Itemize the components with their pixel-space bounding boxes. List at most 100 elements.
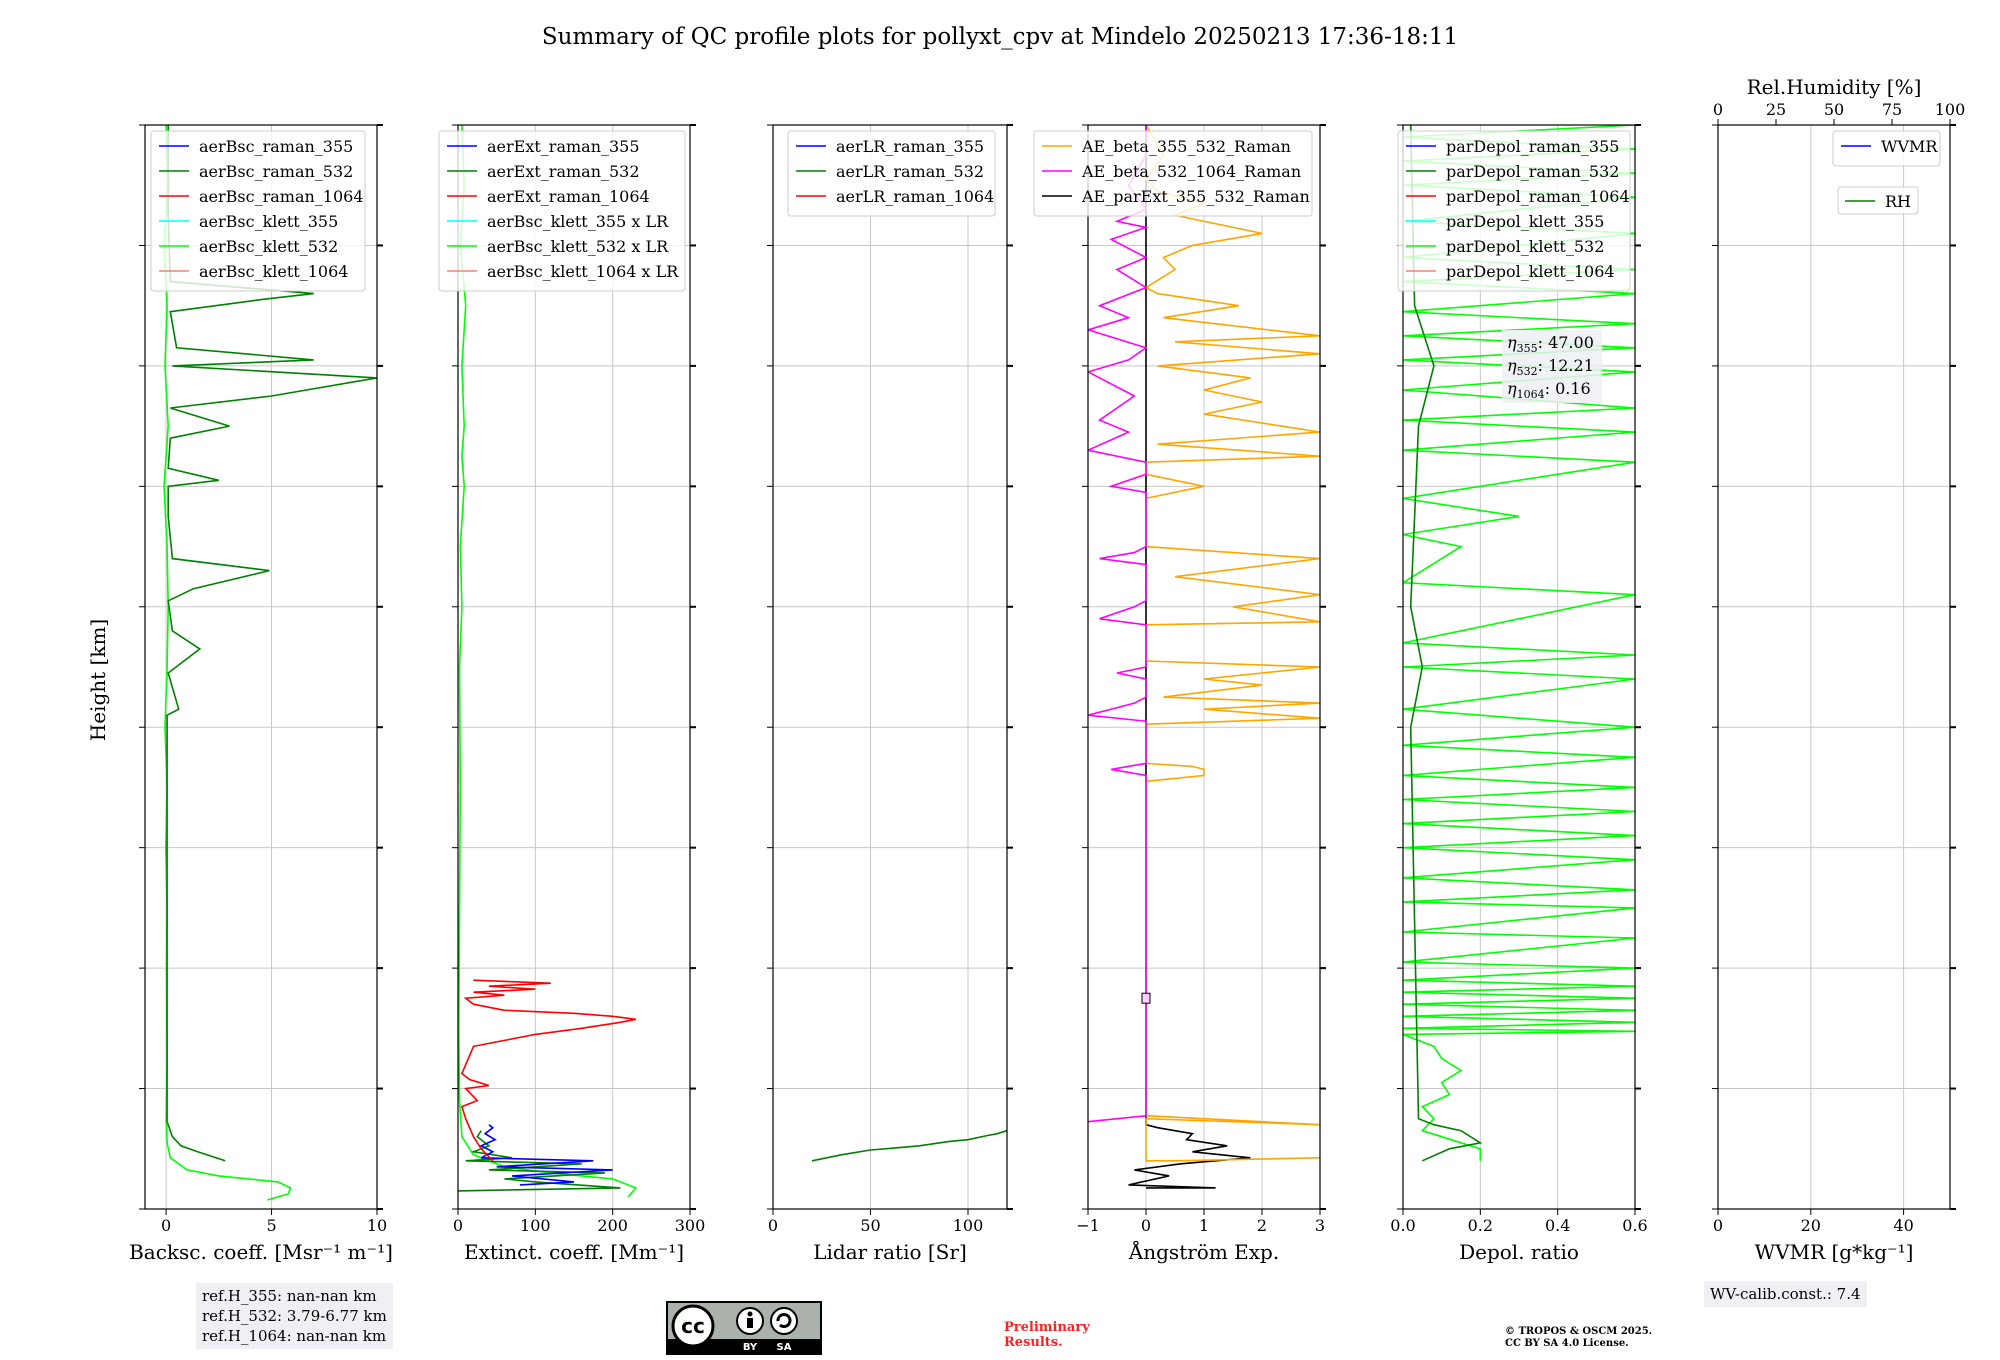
series-group bbox=[458, 125, 638, 1198]
x-tick-label: 50 bbox=[860, 1216, 880, 1235]
x-axis-label: WVMR [g*kg⁻¹] bbox=[1755, 1240, 1914, 1264]
axes-frame bbox=[1717, 124, 1951, 1210]
x2-tick-label: 0 bbox=[1713, 100, 1723, 119]
legend-label: aerBsc_raman_355 bbox=[199, 137, 353, 156]
series-AE_beta_532_1064_Raman bbox=[1088, 125, 1150, 1123]
series-aerBsc_raman_532 bbox=[166, 125, 377, 1162]
x-tick-label: 0.4 bbox=[1545, 1216, 1570, 1235]
x2-tick-label: 50 bbox=[1824, 100, 1844, 119]
y-axis-label: Height [km] bbox=[86, 619, 110, 741]
legend-label: parDepol_klett_1064 bbox=[1446, 262, 1615, 281]
legend-label: aerBsc_klett_532 x LR bbox=[487, 237, 669, 256]
cc-license-icon: cc BY SA bbox=[668, 1304, 820, 1353]
legend: AE_beta_355_532_Raman AE_beta_532_1064_Ra… bbox=[1033, 130, 1313, 217]
figure-title: Summary of QC profile plots for pollyxt_… bbox=[542, 24, 1458, 50]
legend-label: AE_beta_532_1064_Raman bbox=[1081, 162, 1301, 181]
marker-point bbox=[1141, 992, 1151, 1004]
x-axis-label: Lidar ratio [Sr] bbox=[813, 1240, 967, 1264]
x2-axis-label: Rel.Humidity [%] bbox=[1747, 75, 1922, 99]
x-tick-label: 5 bbox=[266, 1216, 276, 1235]
x-tick-label: 0.0 bbox=[1390, 1216, 1415, 1235]
legend-label: parDepol_klett_532 bbox=[1446, 237, 1604, 256]
cc-license-badge: cc BY SA bbox=[666, 1301, 822, 1355]
axes-frame bbox=[457, 124, 691, 1210]
preliminary-note: Preliminary Results. bbox=[1004, 1320, 1090, 1350]
x-tick-label: 300 bbox=[675, 1216, 706, 1235]
legend-box bbox=[150, 130, 366, 292]
series-group bbox=[163, 125, 377, 1201]
series-aerBsc_klett_532 x LR bbox=[458, 125, 638, 1198]
x-tick-label: 200 bbox=[597, 1216, 628, 1235]
ref-height-1064: ref.H_1064: nan-nan km bbox=[202, 1327, 387, 1345]
panel-backscatter: 0 5 10 Backsc. coeff. [Msr⁻¹ m⁻¹] aerBsc_ram… bbox=[129, 124, 393, 1264]
series-parDepol_raman_532 bbox=[1409, 125, 1483, 1162]
x-tick-label: 1 bbox=[1199, 1216, 1209, 1235]
legend-label: aerExt_raman_532 bbox=[487, 162, 640, 181]
panel-angstrom: −1 0 1 2 3 Ångström Exp. AE_beta_355_532_Raman… bbox=[1033, 124, 1326, 1264]
series-AE_beta_355_532_Raman bbox=[1144, 125, 1320, 1162]
x-tick-label: 100 bbox=[520, 1216, 551, 1235]
x-tick-label: 0 bbox=[768, 1216, 778, 1235]
series-aerLR_raman_532 bbox=[811, 1129, 1007, 1162]
legend-label: RH bbox=[1885, 192, 1911, 211]
legend-label: parDepol_klett_355 bbox=[1446, 212, 1604, 231]
panel-extinction: 0 100 200 300 Extinct. coeff. [Mm⁻¹] aerExt_r… bbox=[438, 124, 706, 1264]
x-axis-label: Depol. ratio bbox=[1459, 1240, 1579, 1264]
preliminary-line-2: Results. bbox=[1004, 1335, 1063, 1350]
panel-wvmr: 0 20 40 WVMR [g*kg⁻¹] 0 25 50 75 100 Rel.Humidity… bbox=[1712, 75, 1965, 1264]
legend-label: WVMR bbox=[1881, 137, 1938, 156]
x-axis-label: Extinct. coeff. [Mm⁻¹] bbox=[464, 1240, 684, 1264]
x-tick-label: 0.6 bbox=[1622, 1216, 1647, 1235]
legend: aerExt_raman_355 aerExt_raman_532 aerExt_r… bbox=[438, 130, 686, 292]
preliminary-line-1: Preliminary bbox=[1004, 1320, 1090, 1335]
legend-label: aerLR_raman_532 bbox=[836, 162, 984, 181]
legend-box bbox=[1832, 130, 1941, 167]
series-aerExt_raman_355 bbox=[479, 1124, 613, 1186]
legend-box bbox=[1033, 130, 1313, 217]
x-tick-label: 3 bbox=[1315, 1216, 1325, 1235]
series-aerExt_raman_532 bbox=[458, 1130, 621, 1192]
copyright-line-2: CC BY SA 4.0 License. bbox=[1505, 1338, 1629, 1349]
x2-tick-label: 75 bbox=[1882, 100, 1902, 119]
legend-box bbox=[787, 130, 996, 217]
axes-frame bbox=[144, 124, 378, 1210]
wv-calib-box: WV-calib.const.: 7.4 bbox=[1704, 1281, 1867, 1307]
x2-tick-label: 25 bbox=[1766, 100, 1786, 119]
legend: parDepol_raman_355 parDepol_raman_532 parD… bbox=[1397, 130, 1631, 292]
x-axis-label: Backsc. coeff. [Msr⁻¹ m⁻¹] bbox=[129, 1240, 393, 1264]
cc-text: cc bbox=[681, 1314, 705, 1338]
wv-calib-const: WV-calib.const.: 7.4 bbox=[1710, 1285, 1861, 1303]
series-group bbox=[1403, 125, 1635, 1162]
series-aerExt_raman_1064 bbox=[460, 979, 637, 1162]
eta-box bbox=[1502, 330, 1602, 403]
cc-sa-text: SA bbox=[777, 1342, 792, 1353]
series-group bbox=[811, 1129, 1007, 1162]
legend-label: aerBsc_raman_1064 bbox=[199, 187, 364, 206]
x-tick-label: −1 bbox=[1076, 1216, 1100, 1235]
ref-height-355: ref.H_355: nan-nan km bbox=[202, 1287, 377, 1305]
legend-rh: RH bbox=[1837, 186, 1919, 215]
x-tick-label: 2 bbox=[1257, 1216, 1267, 1235]
legend-label: aerBsc_klett_532 bbox=[199, 237, 338, 256]
legend-box bbox=[438, 130, 686, 292]
legend: aerLR_raman_355 aerLR_raman_532 aerLR_rama… bbox=[787, 130, 996, 217]
copyright-line-1: © TROPOS & OSCM 2025. bbox=[1505, 1326, 1653, 1337]
panel-lidar_ratio: 0 50 100 Lidar ratio [Sr] aerLR_raman_355aer… bbox=[767, 124, 1013, 1264]
axes-frame bbox=[1402, 124, 1636, 1210]
legend-label: aerExt_raman_1064 bbox=[487, 187, 650, 206]
legend-label: aerBsc_raman_532 bbox=[199, 162, 353, 181]
panel-depol: 0.0 0.2 0.4 0.6 Depol. ratio parDepol_raman_3… bbox=[1390, 124, 1648, 1264]
legend-box bbox=[1837, 186, 1919, 215]
legend-label: parDepol_raman_355 bbox=[1446, 137, 1619, 156]
x-tick-label: 40 bbox=[1893, 1216, 1913, 1235]
legend-label: AE_beta_355_532_Raman bbox=[1081, 137, 1291, 156]
copyright-note: © TROPOS & OSCM 2025. CC BY SA 4.0 Licen… bbox=[1505, 1326, 1652, 1350]
ref-height-532: ref.H_532: 3.79-6.77 km bbox=[202, 1307, 387, 1325]
legend-label: aerBsc_klett_355 x LR bbox=[487, 212, 669, 231]
legend-label: aerBsc_klett_1064 bbox=[199, 262, 348, 281]
legend-label: aerBsc_klett_355 bbox=[199, 212, 338, 231]
cc-by-text: BY bbox=[743, 1342, 758, 1353]
legend-label: AE_parExt_355_532_Raman bbox=[1081, 187, 1310, 206]
